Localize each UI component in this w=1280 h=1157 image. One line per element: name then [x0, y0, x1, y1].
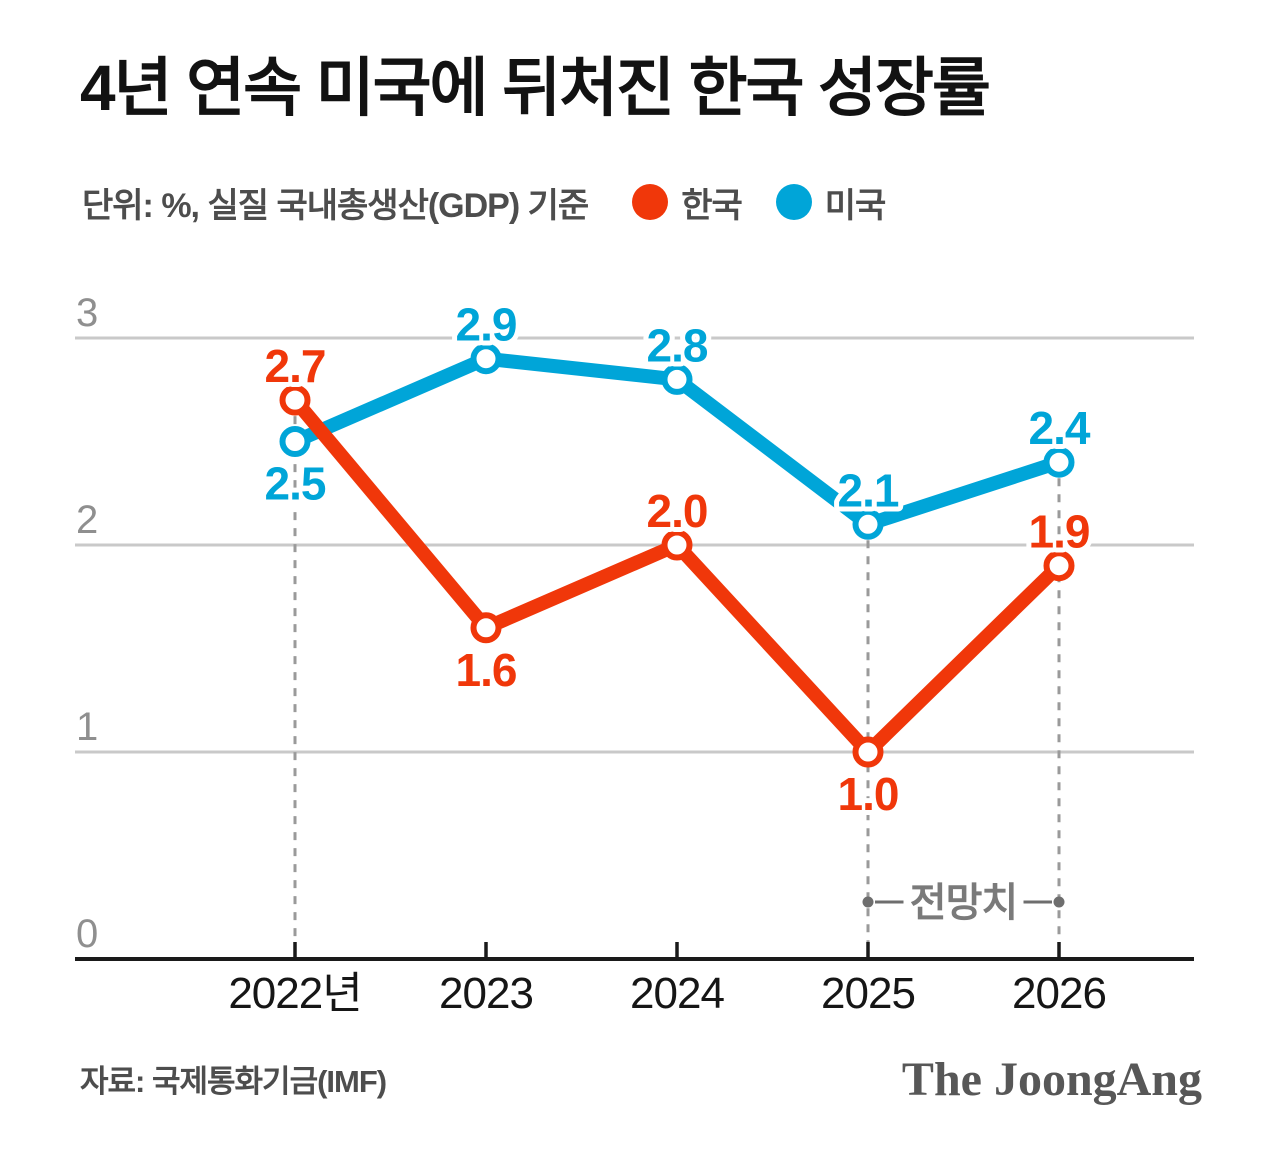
us-dot-icon [775, 184, 812, 220]
source-note: 자료: 국제통화기금(IMF) [80, 1064, 387, 1099]
data-point-korea [470, 612, 502, 644]
value-label-us: 2.9 [456, 299, 517, 351]
data-point-us [470, 343, 502, 375]
y-axis-label: 2 [76, 498, 98, 542]
forecast-annotation-dot [1053, 896, 1065, 908]
joongang-logo: The JoongAng [901, 1053, 1202, 1106]
data-point-us [661, 363, 693, 395]
data-point-korea [852, 736, 884, 768]
x-axis-label: 2023 [439, 969, 533, 1018]
x-axis-label: 2025 [821, 969, 915, 1018]
unit-note: 단위: %, 실질 국내총생산(GDP) 기준 [82, 186, 589, 225]
value-label-us: 2.8 [647, 319, 708, 371]
y-axis-label: 1 [76, 705, 98, 749]
data-point-us [852, 508, 884, 540]
legend-item-us: 미국 [775, 178, 887, 227]
value-label-us: 2.5 [265, 458, 326, 510]
value-label-korea: 2.0 [647, 485, 708, 537]
value-label-korea: 1.6 [456, 644, 517, 696]
y-axis-label: 0 [76, 912, 98, 956]
x-axis-label: 2022년 [228, 969, 361, 1018]
value-label-korea: 2.7 [265, 340, 326, 392]
data-point-us [279, 426, 311, 457]
subtitle-row: 단위: %, 실질 국내총생산(GDP) 기준 한국 미국 [82, 176, 919, 228]
data-point-korea [279, 384, 311, 416]
legend-label-us: 미국 [824, 186, 887, 225]
y-axis-label: 3 [76, 291, 98, 335]
value-label-us: 2.1 [838, 464, 899, 516]
korea-dot-icon [632, 184, 669, 220]
value-label-korea: 1.0 [838, 768, 899, 820]
legend-item-korea: 한국 [632, 178, 743, 227]
data-point-korea [1043, 550, 1075, 582]
x-axis-label: 2026 [1012, 969, 1106, 1018]
chart-title: 4년 연속 미국에 뒤처진 한국 성장률 [80, 52, 991, 124]
x-axis-label: 2024 [630, 969, 724, 1018]
forecast-annotation-dot [862, 896, 874, 908]
series-line-korea [289, 395, 1064, 759]
forecast-annotation-label: 전망치 [910, 881, 1017, 925]
legend: 한국 미국 [632, 178, 919, 227]
value-label-us: 2.4 [1029, 402, 1091, 454]
legend-label-korea: 한국 [681, 186, 743, 225]
value-label-korea: 1.9 [1029, 506, 1090, 558]
data-point-us [1043, 446, 1075, 478]
data-point-korea [661, 529, 693, 561]
